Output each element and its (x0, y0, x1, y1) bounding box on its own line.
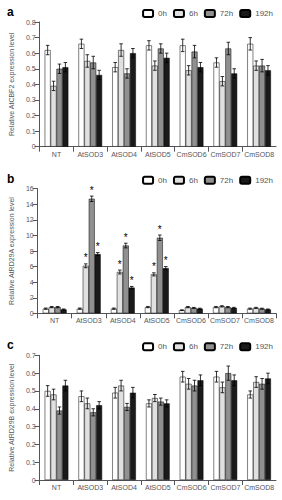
svg-text:NT: NT (52, 484, 62, 491)
svg-text:Relative AtRD29B expression le: Relative AtRD29B expression level (8, 363, 16, 472)
svg-text:*: * (164, 255, 168, 266)
svg-text:CmSOD8: CmSOD8 (244, 484, 274, 491)
svg-text:0: 0 (30, 310, 34, 317)
svg-text:*: * (118, 259, 122, 270)
svg-text:CmSOD6: CmSOD6 (176, 317, 206, 324)
svg-text:AtSOD5: AtSOD5 (144, 317, 170, 324)
svg-text:Relative AtRD29A expression le: Relative AtRD29A expression level (8, 197, 16, 305)
svg-text:CmSOD7: CmSOD7 (210, 317, 240, 324)
svg-text:192h: 192h (255, 9, 273, 18)
svg-text:6h: 6h (189, 9, 198, 18)
svg-text:AtSOD4: AtSOD4 (111, 484, 137, 491)
svg-text:4: 4 (30, 279, 34, 286)
svg-text:0.5: 0.5 (26, 387, 36, 394)
svg-text:AtSOD4: AtSOD4 (110, 317, 136, 324)
svg-text:*: * (90, 185, 94, 196)
svg-text:0.5: 0.5 (26, 65, 36, 72)
svg-text:0.1: 0.1 (26, 459, 36, 466)
svg-text:AtSOD3: AtSOD3 (77, 151, 103, 158)
svg-text:10: 10 (26, 232, 34, 239)
svg-text:*: * (96, 241, 100, 252)
svg-text:0.7: 0.7 (26, 352, 36, 359)
svg-text:Relative AtCBF2 expression lev: Relative AtCBF2 expression level (8, 32, 16, 136)
svg-text:0.2: 0.2 (26, 112, 36, 119)
svg-text:0.3: 0.3 (26, 96, 36, 103)
svg-text:b: b (7, 172, 14, 186)
svg-text:0.3: 0.3 (26, 423, 36, 430)
svg-text:0h: 0h (158, 176, 167, 185)
svg-text:2: 2 (30, 294, 34, 301)
svg-text:AtSOD5: AtSOD5 (145, 484, 171, 491)
svg-text:8: 8 (30, 248, 34, 255)
svg-text:*: * (124, 232, 128, 243)
svg-text:AtSOD3: AtSOD3 (76, 317, 102, 324)
svg-text:0.4: 0.4 (26, 81, 36, 88)
svg-text:0.4: 0.4 (26, 405, 36, 412)
svg-text:0h: 0h (158, 9, 167, 18)
svg-text:CmSOD6: CmSOD6 (177, 151, 207, 158)
svg-text:AtSOD3: AtSOD3 (77, 484, 103, 491)
svg-text:0: 0 (32, 143, 36, 150)
svg-text:NT: NT (50, 317, 60, 324)
svg-text:c: c (7, 338, 14, 352)
svg-text:0.6: 0.6 (26, 50, 36, 57)
svg-text:14: 14 (26, 201, 34, 208)
svg-text:0.7: 0.7 (26, 34, 36, 41)
svg-text:CmSOD6: CmSOD6 (177, 484, 207, 491)
svg-text:NT: NT (52, 151, 62, 158)
svg-text:a: a (7, 5, 14, 19)
svg-text:72h: 72h (220, 342, 233, 351)
svg-text:CmSOD8: CmSOD8 (244, 151, 274, 158)
svg-text:6: 6 (30, 263, 34, 270)
svg-text:0h: 0h (158, 342, 167, 351)
svg-text:*: * (152, 261, 156, 272)
svg-text:*: * (84, 252, 88, 263)
svg-text:12: 12 (26, 216, 34, 223)
svg-text:0.1: 0.1 (26, 128, 36, 135)
svg-text:6h: 6h (189, 176, 198, 185)
svg-text:0.2: 0.2 (26, 441, 36, 448)
svg-text:AtSOD5: AtSOD5 (145, 151, 171, 158)
svg-text:72h: 72h (220, 9, 233, 18)
svg-text:AtSOD4: AtSOD4 (111, 151, 137, 158)
svg-text:CmSOD7: CmSOD7 (210, 484, 240, 491)
svg-text:72h: 72h (220, 176, 233, 185)
svg-text:0.6: 0.6 (26, 370, 36, 377)
svg-text:*: * (130, 275, 134, 286)
svg-text:CmSOD7: CmSOD7 (210, 151, 240, 158)
svg-text:0.8: 0.8 (26, 19, 36, 26)
svg-text:192h: 192h (255, 176, 273, 185)
svg-text:*: * (158, 224, 162, 235)
svg-text:6h: 6h (189, 342, 198, 351)
svg-text:16: 16 (26, 185, 34, 192)
svg-text:192h: 192h (255, 342, 273, 351)
svg-text:CmSOD8: CmSOD8 (244, 317, 274, 324)
svg-text:0: 0 (32, 477, 36, 484)
